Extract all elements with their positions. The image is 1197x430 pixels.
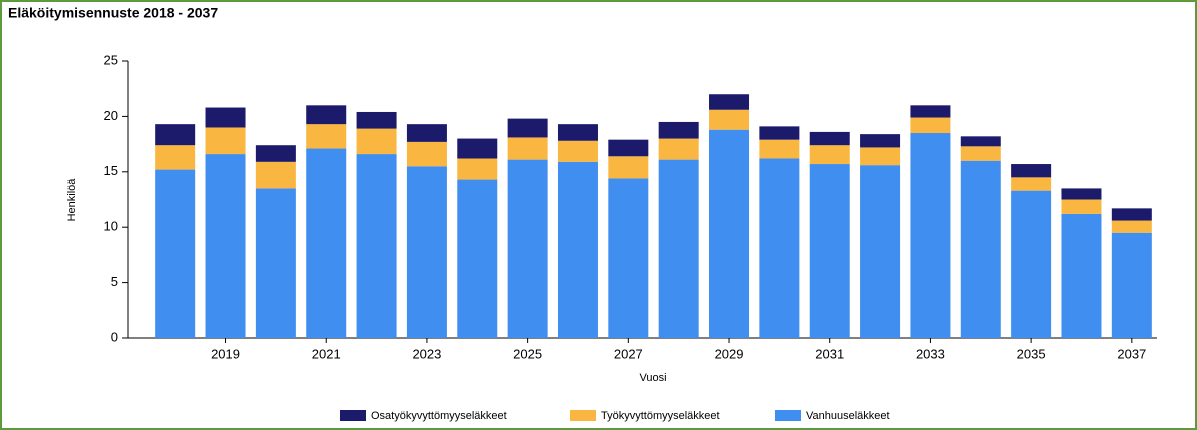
bar-segment: [155, 124, 196, 146]
bar-segment: [809, 145, 850, 165]
x-axis-label: Vuosi: [639, 372, 666, 384]
bar-segment: [860, 134, 901, 148]
bar-segment: [356, 111, 397, 129]
bar-segment: [406, 166, 447, 338]
bar-segment: [205, 154, 246, 338]
bar-segment: [658, 121, 699, 139]
bar-segment: [205, 127, 246, 155]
bar-segment: [759, 139, 800, 159]
bar-segment: [306, 124, 347, 149]
x-tick-label: 2021: [312, 346, 341, 361]
bar-segment: [608, 139, 649, 157]
y-tick-label: 15: [104, 163, 118, 178]
bar-segment: [910, 133, 951, 338]
bar-segment: [1061, 199, 1102, 214]
y-tick-label: 5: [111, 274, 118, 289]
bar-segment: [507, 137, 548, 160]
bar-segment: [1011, 190, 1052, 338]
y-axis-label: Henkilöä: [66, 178, 78, 222]
y-tick-label: 20: [104, 108, 118, 123]
bar-segment: [205, 107, 246, 128]
bar-segment: [255, 145, 296, 162]
bar-segment: [457, 138, 498, 159]
bar-segment: [155, 145, 196, 170]
x-tick-label: 2035: [1017, 346, 1046, 361]
bar-segment: [809, 164, 850, 338]
bar-segment: [960, 136, 1001, 147]
bar-segment: [608, 156, 649, 179]
bar-segment: [356, 154, 397, 338]
bar-segment: [255, 188, 296, 338]
bar-segment: [910, 117, 951, 134]
bar-segment: [1111, 220, 1152, 233]
bar-segment: [809, 131, 850, 146]
bar-segment: [1111, 232, 1152, 338]
bar-segment: [709, 109, 750, 130]
legend-swatch: [570, 410, 596, 421]
bar-segment: [910, 105, 951, 118]
bar-segment: [759, 126, 800, 140]
bar-segment: [1061, 188, 1102, 200]
bar-segment: [709, 94, 750, 110]
bar-segment: [155, 169, 196, 338]
bar-segment: [557, 161, 598, 338]
bar-segment: [356, 128, 397, 155]
bar-segment: [557, 124, 598, 141]
bar-segment: [860, 165, 901, 338]
bar-segment: [1111, 208, 1152, 221]
x-tick-label: 2031: [815, 346, 844, 361]
bar-segment: [557, 140, 598, 162]
bar-segment: [457, 179, 498, 338]
x-tick-label: 2023: [412, 346, 441, 361]
bar-segment: [507, 159, 548, 338]
bar-segment: [406, 141, 447, 167]
x-tick-label: 2029: [715, 346, 744, 361]
bar-segment: [1011, 177, 1052, 191]
legend-label: Vanhuuseläkkeet: [806, 410, 890, 422]
y-tick-label: 25: [104, 52, 118, 67]
chart-title: Eläköitymisennuste 2018 - 2037: [8, 5, 218, 21]
bar-segment: [658, 138, 699, 160]
legend-label: Työkyvyttömyyseläkkeet: [601, 410, 720, 422]
bar-segment: [1011, 164, 1052, 178]
legend-label: Osatyökyvyttömyyseläkkeet: [371, 410, 507, 422]
bar-segment: [709, 129, 750, 338]
bar-segment: [658, 159, 699, 338]
bar-segment: [507, 118, 548, 138]
x-tick-label: 2027: [614, 346, 643, 361]
legend-swatch: [340, 410, 366, 421]
x-tick-label: 2019: [211, 346, 240, 361]
bar-segment: [860, 147, 901, 166]
bar-segment: [406, 124, 447, 142]
y-tick-label: 0: [111, 329, 118, 344]
legend-swatch: [775, 410, 801, 421]
bar-segment: [255, 161, 296, 189]
bar-segment: [960, 160, 1001, 338]
x-tick-label: 2033: [916, 346, 945, 361]
bar-segment: [1061, 213, 1102, 338]
bar-segment: [457, 158, 498, 180]
bar-segment: [608, 178, 649, 338]
x-tick-label: 2037: [1117, 346, 1146, 361]
y-tick-label: 10: [104, 219, 118, 234]
bar-segment: [306, 105, 347, 125]
bar-segment: [759, 158, 800, 338]
bar-segment: [306, 148, 347, 338]
x-tick-label: 2025: [513, 346, 542, 361]
bar-segment: [960, 146, 1001, 161]
